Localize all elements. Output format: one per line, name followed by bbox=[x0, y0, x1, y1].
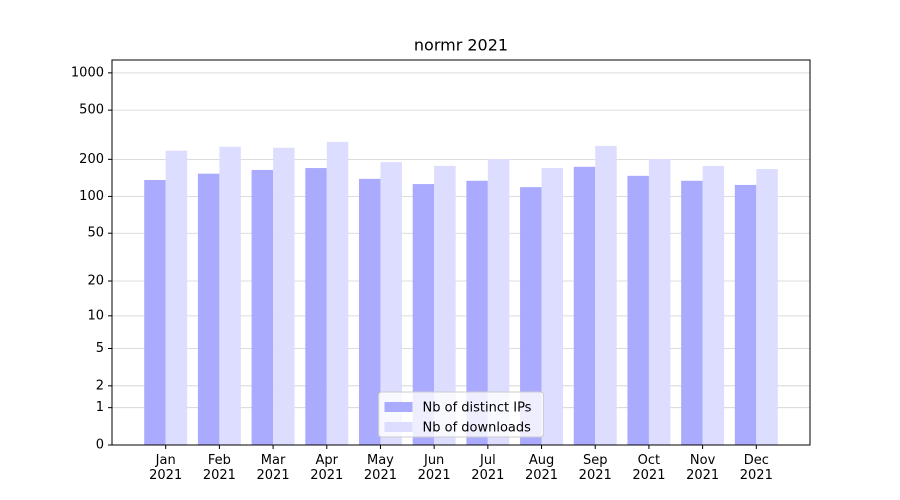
y-tick-label: 100 bbox=[79, 189, 104, 204]
bar bbox=[144, 179, 166, 445]
bar bbox=[487, 159, 510, 445]
bar bbox=[326, 141, 349, 445]
plot-frame bbox=[111, 59, 811, 446]
y-tick-label: 200 bbox=[79, 152, 104, 167]
legend-swatch bbox=[384, 422, 413, 432]
y-tick-label: 50 bbox=[87, 226, 104, 241]
bar bbox=[541, 168, 564, 446]
bar bbox=[412, 184, 435, 446]
bar bbox=[573, 166, 596, 445]
y-tick-label: 2 bbox=[96, 378, 104, 393]
y-tick-label: 1000 bbox=[71, 65, 104, 80]
bars bbox=[144, 141, 778, 446]
x-tick-label: Apr 2021 bbox=[310, 453, 344, 483]
x-tick-label: Jul 2021 bbox=[471, 453, 505, 483]
legend-swatch bbox=[384, 402, 413, 412]
x-tick-label: Jun 2021 bbox=[417, 453, 451, 483]
bar bbox=[219, 146, 241, 446]
chart-title: normr 2021 bbox=[414, 36, 508, 55]
y-tick-label: 0 bbox=[96, 438, 104, 453]
bar bbox=[466, 180, 488, 445]
bar bbox=[165, 150, 188, 445]
bar bbox=[251, 169, 274, 446]
x-tick-label: Aug 2021 bbox=[524, 453, 559, 483]
y-tick-label: 5 bbox=[96, 341, 104, 356]
bar bbox=[305, 168, 327, 446]
bar bbox=[756, 169, 778, 445]
bar bbox=[734, 184, 757, 445]
y-tick-label: 500 bbox=[79, 103, 104, 118]
x-tick-label: Jan 2021 bbox=[149, 453, 183, 483]
bar bbox=[197, 173, 220, 445]
x-tick-label: Mar 2021 bbox=[256, 453, 290, 483]
y-tick-label: 10 bbox=[87, 308, 104, 323]
legend-box bbox=[378, 391, 544, 438]
bar bbox=[434, 165, 456, 445]
bar bbox=[681, 180, 703, 445]
x-tick-label: Nov 2021 bbox=[686, 453, 720, 483]
x-tick-label: Sep 2021 bbox=[578, 453, 612, 483]
bar bbox=[273, 147, 295, 445]
bar bbox=[520, 187, 542, 445]
bar bbox=[627, 175, 649, 445]
x-tick-label: Dec 2021 bbox=[739, 453, 773, 483]
bar bbox=[648, 159, 671, 445]
x-tick-label: Feb 2021 bbox=[202, 453, 236, 483]
bar bbox=[358, 178, 381, 446]
x-tick-label: Oct 2021 bbox=[632, 453, 666, 483]
bar bbox=[595, 145, 617, 445]
y-tick-label: 20 bbox=[87, 274, 104, 289]
x-tick-label: May 2021 bbox=[363, 453, 397, 483]
bar bbox=[380, 162, 402, 446]
legend-label: Nb of distinct IPs bbox=[423, 401, 532, 416]
bar bbox=[702, 165, 725, 445]
y-tick-label: 1 bbox=[96, 400, 104, 415]
legend-label: Nb of downloads bbox=[423, 421, 532, 436]
